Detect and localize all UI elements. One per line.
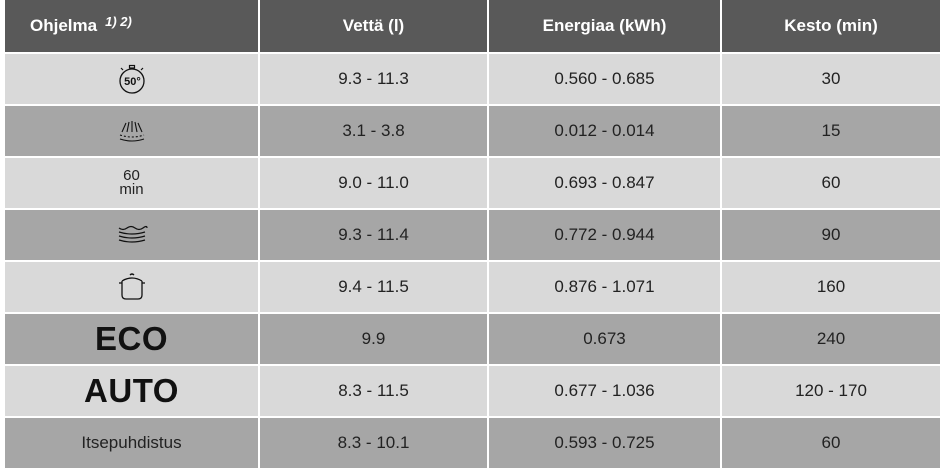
header-program: Ohjelma 1) 2) [5,0,258,52]
energy-cell: 0.876 - 1.071 [487,262,720,312]
water-cell: 9.9 [258,314,487,364]
duration-cell: 90 [720,210,940,260]
table-row: 3.1 - 3.8 0.012 - 0.014 15 [5,106,940,156]
quick-50-stopwatch-icon: 50° [118,64,145,94]
energy-cell: 0.012 - 0.014 [487,106,720,156]
duration-cell: 160 [720,262,940,312]
duration-cell: 60 [720,418,940,468]
energy-cell: 0.593 - 0.725 [487,418,720,468]
duration-cell: 240 [720,314,940,364]
energy-cell: 0.560 - 0.685 [487,54,720,104]
duration-cell: 60 [720,158,940,208]
table-row: 60 min 9.0 - 11.0 0.693 - 0.847 60 [5,158,940,208]
header-duration: Kesto (min) [720,0,940,52]
program-cell: AUTO [5,366,258,416]
energy-cell: 0.673 [487,314,720,364]
program-eco-label: ECO [94,320,168,357]
water-cell: 3.1 - 3.8 [258,106,487,156]
header-program-label: Ohjelma [30,16,98,35]
table-row: Itsepuhdistus 8.3 - 10.1 0.593 - 0.725 6… [5,418,940,468]
duration-cell: 30 [720,54,940,104]
water-cell: 9.3 - 11.4 [258,210,487,260]
rinse-shower-icon [119,121,144,142]
table-row: ECO 9.9 0.673 240 [5,314,940,364]
duration-cell: 15 [720,106,940,156]
duration-cell: 120 - 170 [720,366,940,416]
program-60-min-icon: 60 min [119,167,144,198]
table-row: 9.3 - 11.4 0.772 - 0.944 90 [5,210,940,260]
program-self-clean-label: Itsepuhdistus [81,433,182,452]
table-header-row: Ohjelma 1) 2) Vettä (l) Energiaa (kWh) K… [5,0,940,52]
program-cell [5,262,258,312]
program-cell: 50° [5,54,258,104]
energy-cell: 0.693 - 0.847 [487,158,720,208]
program-60-label: 60 [123,167,140,184]
energy-cell: 0.677 - 1.036 [487,366,720,416]
program-cell [5,210,258,260]
table-row: 9.4 - 11.5 0.876 - 1.071 160 [5,262,940,312]
water-cell: 8.3 - 11.5 [258,366,487,416]
table-row: 50° 9.3 - 11.3 0.560 - 0.685 30 [5,54,940,104]
program-min-label: min [119,181,144,198]
program-cell: 60 min [5,158,258,208]
water-cell: 8.3 - 10.1 [258,418,487,468]
glass-waves-icon [118,225,148,243]
water-cell: 9.0 - 11.0 [258,158,487,208]
program-cell: ECO [5,314,258,364]
program-auto-label: AUTO [84,372,179,409]
table-row: AUTO 8.3 - 11.5 0.677 - 1.036 120 - 170 [5,366,940,416]
water-cell: 9.4 - 11.5 [258,262,487,312]
program-cell: Itsepuhdistus [5,418,258,468]
pot-icon [118,273,145,300]
energy-cell: 0.772 - 0.944 [487,210,720,260]
program-consumption-table: Ohjelma 1) 2) Vettä (l) Energiaa (kWh) K… [5,0,940,474]
header-energy: Energiaa (kWh) [487,0,720,52]
header-program-note: 1) 2) [105,13,132,29]
header-water: Vettä (l) [258,0,487,52]
water-cell: 9.3 - 11.3 [258,54,487,104]
svg-text:50°: 50° [124,76,141,88]
program-cell [5,106,258,156]
